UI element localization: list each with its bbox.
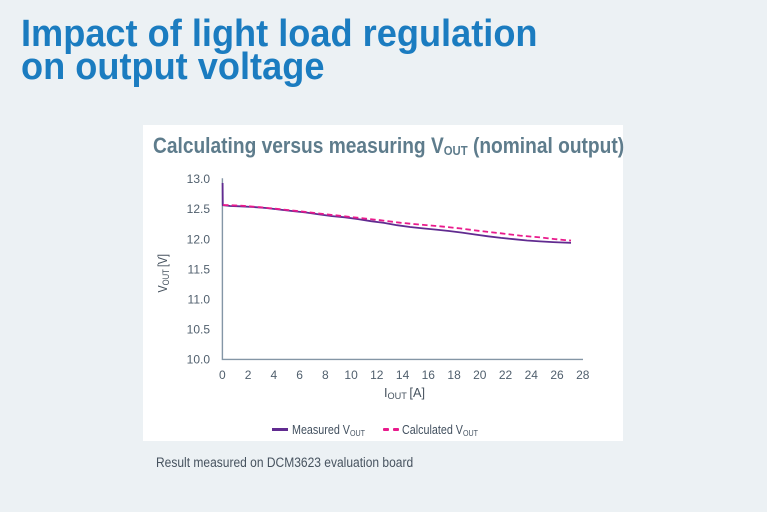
svg-text:26: 26 xyxy=(550,368,564,382)
svg-text:24: 24 xyxy=(525,368,539,382)
svg-text:13.0: 13.0 xyxy=(187,172,211,186)
svg-text:10: 10 xyxy=(344,368,358,382)
svg-text:10.0: 10.0 xyxy=(187,352,211,366)
svg-text:4: 4 xyxy=(271,368,278,382)
svg-text:VOUT [V]: VOUT [V] xyxy=(156,254,171,293)
svg-text:11.5: 11.5 xyxy=(188,262,211,276)
svg-text:16: 16 xyxy=(422,368,436,382)
svg-text:28: 28 xyxy=(576,368,590,382)
svg-text:IOUT [A]: IOUT [A] xyxy=(384,386,425,401)
svg-text:0: 0 xyxy=(219,368,226,382)
svg-text:22: 22 xyxy=(499,368,513,382)
svg-text:14: 14 xyxy=(396,368,410,382)
svg-text:12.0: 12.0 xyxy=(187,232,211,246)
svg-text:2: 2 xyxy=(245,368,252,382)
svg-text:6: 6 xyxy=(296,368,303,382)
svg-text:8: 8 xyxy=(322,368,329,382)
svg-text:10.5: 10.5 xyxy=(187,322,211,336)
svg-text:11.0: 11.0 xyxy=(188,292,211,306)
svg-text:12: 12 xyxy=(370,368,384,382)
svg-text:12.5: 12.5 xyxy=(187,202,211,216)
svg-text:20: 20 xyxy=(473,368,487,382)
svg-text:18: 18 xyxy=(447,368,461,382)
